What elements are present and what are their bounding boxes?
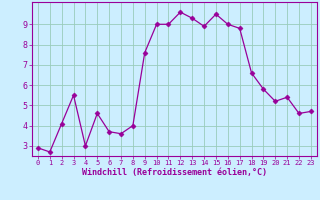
X-axis label: Windchill (Refroidissement éolien,°C): Windchill (Refroidissement éolien,°C) bbox=[82, 168, 267, 177]
